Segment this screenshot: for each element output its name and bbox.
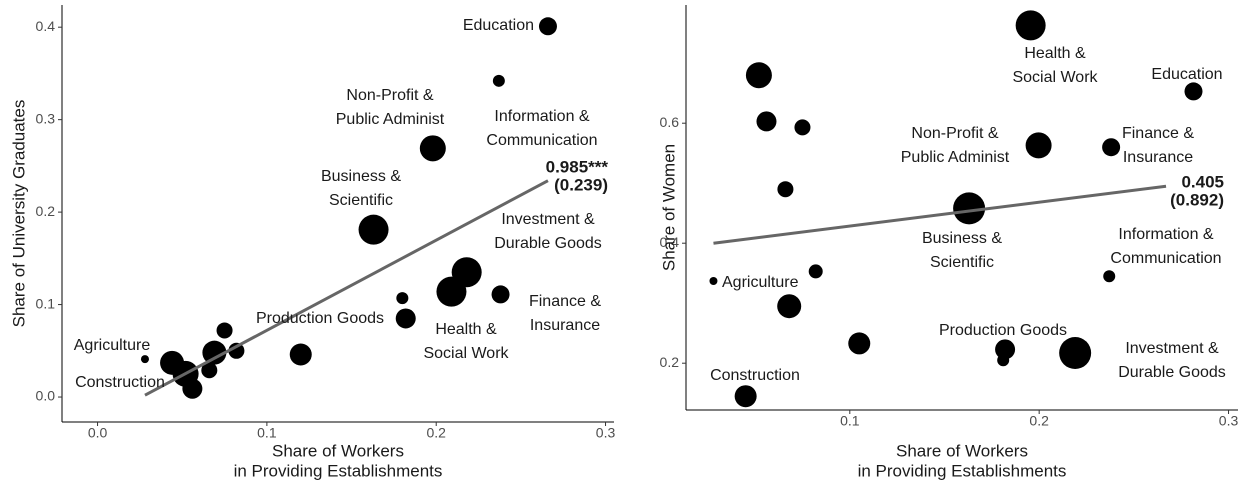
x-tick-label: 0.3 xyxy=(1219,413,1239,429)
x-tick-label: 0.0 xyxy=(88,425,108,441)
point-label: Finance & xyxy=(529,293,601,310)
point xyxy=(289,343,312,366)
coefficient-label: (0.892) xyxy=(1170,190,1224,209)
point xyxy=(182,378,203,399)
point xyxy=(419,135,446,162)
point-label: Non-Profit & xyxy=(911,125,998,142)
point-label: Agriculture xyxy=(722,274,799,291)
point-label: Investment & xyxy=(501,211,595,228)
point xyxy=(216,322,233,339)
point-label: Durable Goods xyxy=(1118,364,1226,381)
point-label: Insurance xyxy=(530,317,600,334)
point-label: Health & xyxy=(1024,45,1086,62)
point-label: Business & xyxy=(922,230,1002,247)
point xyxy=(436,276,467,307)
point xyxy=(777,181,794,198)
point-label: Production Goods xyxy=(939,322,1067,339)
x-tick-label: 0.2 xyxy=(1029,413,1049,429)
point xyxy=(709,277,718,285)
point-label: Public Administ xyxy=(901,149,1010,166)
point-label: Information & xyxy=(494,108,589,125)
y-tick-label: 0.6 xyxy=(660,114,680,130)
point xyxy=(491,285,510,304)
point xyxy=(538,17,557,36)
x-tick-label: 0.1 xyxy=(840,413,860,429)
point xyxy=(995,339,1016,360)
point xyxy=(745,62,772,89)
point xyxy=(953,192,986,225)
point-label: Agriculture xyxy=(74,337,151,354)
y-tick-label: 0.4 xyxy=(660,234,680,250)
y-tick-label: 0.2 xyxy=(36,203,56,219)
point-label: Scientific xyxy=(329,192,393,209)
point-label: Social Work xyxy=(1012,69,1098,86)
point-label: Information & xyxy=(1118,226,1213,243)
point-label: Insurance xyxy=(1123,149,1193,166)
point-label: Investment & xyxy=(1125,340,1219,357)
point xyxy=(1059,337,1092,369)
point-label: Health & xyxy=(435,321,497,338)
point xyxy=(492,74,505,87)
fit-line xyxy=(144,179,549,397)
point-label: Business & xyxy=(321,168,401,185)
point xyxy=(777,294,802,319)
point-label: Production Goods xyxy=(256,310,384,327)
point xyxy=(734,385,757,408)
x-tick-label: 0.1 xyxy=(257,425,277,441)
point xyxy=(808,264,823,279)
point xyxy=(358,214,389,245)
y-tick-label: 0.3 xyxy=(36,110,56,126)
point xyxy=(201,362,218,379)
point-label: Communication xyxy=(486,132,597,149)
x-axis-label: Share of Workers xyxy=(896,441,1028,460)
x-axis-label: in Providing Establishments xyxy=(234,461,443,480)
point-label: Non-Profit & xyxy=(346,87,433,104)
point-label: Scientific xyxy=(930,254,994,271)
point xyxy=(997,354,1010,367)
point-label: Construction xyxy=(75,374,165,391)
point-label: Construction xyxy=(710,367,800,384)
x-tick-label: 0.3 xyxy=(596,425,616,441)
x-tick-label: 0.2 xyxy=(426,425,446,441)
y-tick-label: 0.4 xyxy=(36,18,56,34)
point-label: Education xyxy=(1151,66,1222,83)
point xyxy=(1025,132,1052,159)
point xyxy=(1102,138,1121,157)
y-axis-label: Share of University Graduates xyxy=(9,100,28,328)
point xyxy=(140,355,149,364)
point-label: Finance & xyxy=(1122,125,1194,142)
point-label: Social Work xyxy=(423,345,509,362)
point-label: Public Administ xyxy=(336,111,445,128)
y-tick-label: 0.2 xyxy=(660,354,680,370)
coefficient-label: 0.985*** xyxy=(546,157,609,176)
point xyxy=(396,292,409,305)
point-label: Education xyxy=(463,17,534,34)
point-label: Durable Goods xyxy=(494,235,602,252)
point xyxy=(794,119,811,136)
coefficient-label: (0.239) xyxy=(554,175,608,194)
point xyxy=(848,332,871,355)
y-axis-label: Share of Women xyxy=(659,144,678,271)
x-axis-label: in Providing Establishments xyxy=(858,461,1067,480)
point xyxy=(395,308,416,329)
point xyxy=(202,340,227,365)
point-label: Communication xyxy=(1110,250,1221,267)
coefficient-label: 0.405 xyxy=(1181,172,1224,191)
y-tick-label: 0.1 xyxy=(36,295,56,311)
point xyxy=(756,111,777,132)
point xyxy=(1184,82,1203,101)
point xyxy=(228,342,245,359)
x-axis-label: Share of Workers xyxy=(272,441,404,460)
point xyxy=(1103,270,1116,283)
fit-line xyxy=(713,184,1167,245)
point xyxy=(1015,10,1046,41)
y-tick-label: 0.0 xyxy=(36,388,56,404)
